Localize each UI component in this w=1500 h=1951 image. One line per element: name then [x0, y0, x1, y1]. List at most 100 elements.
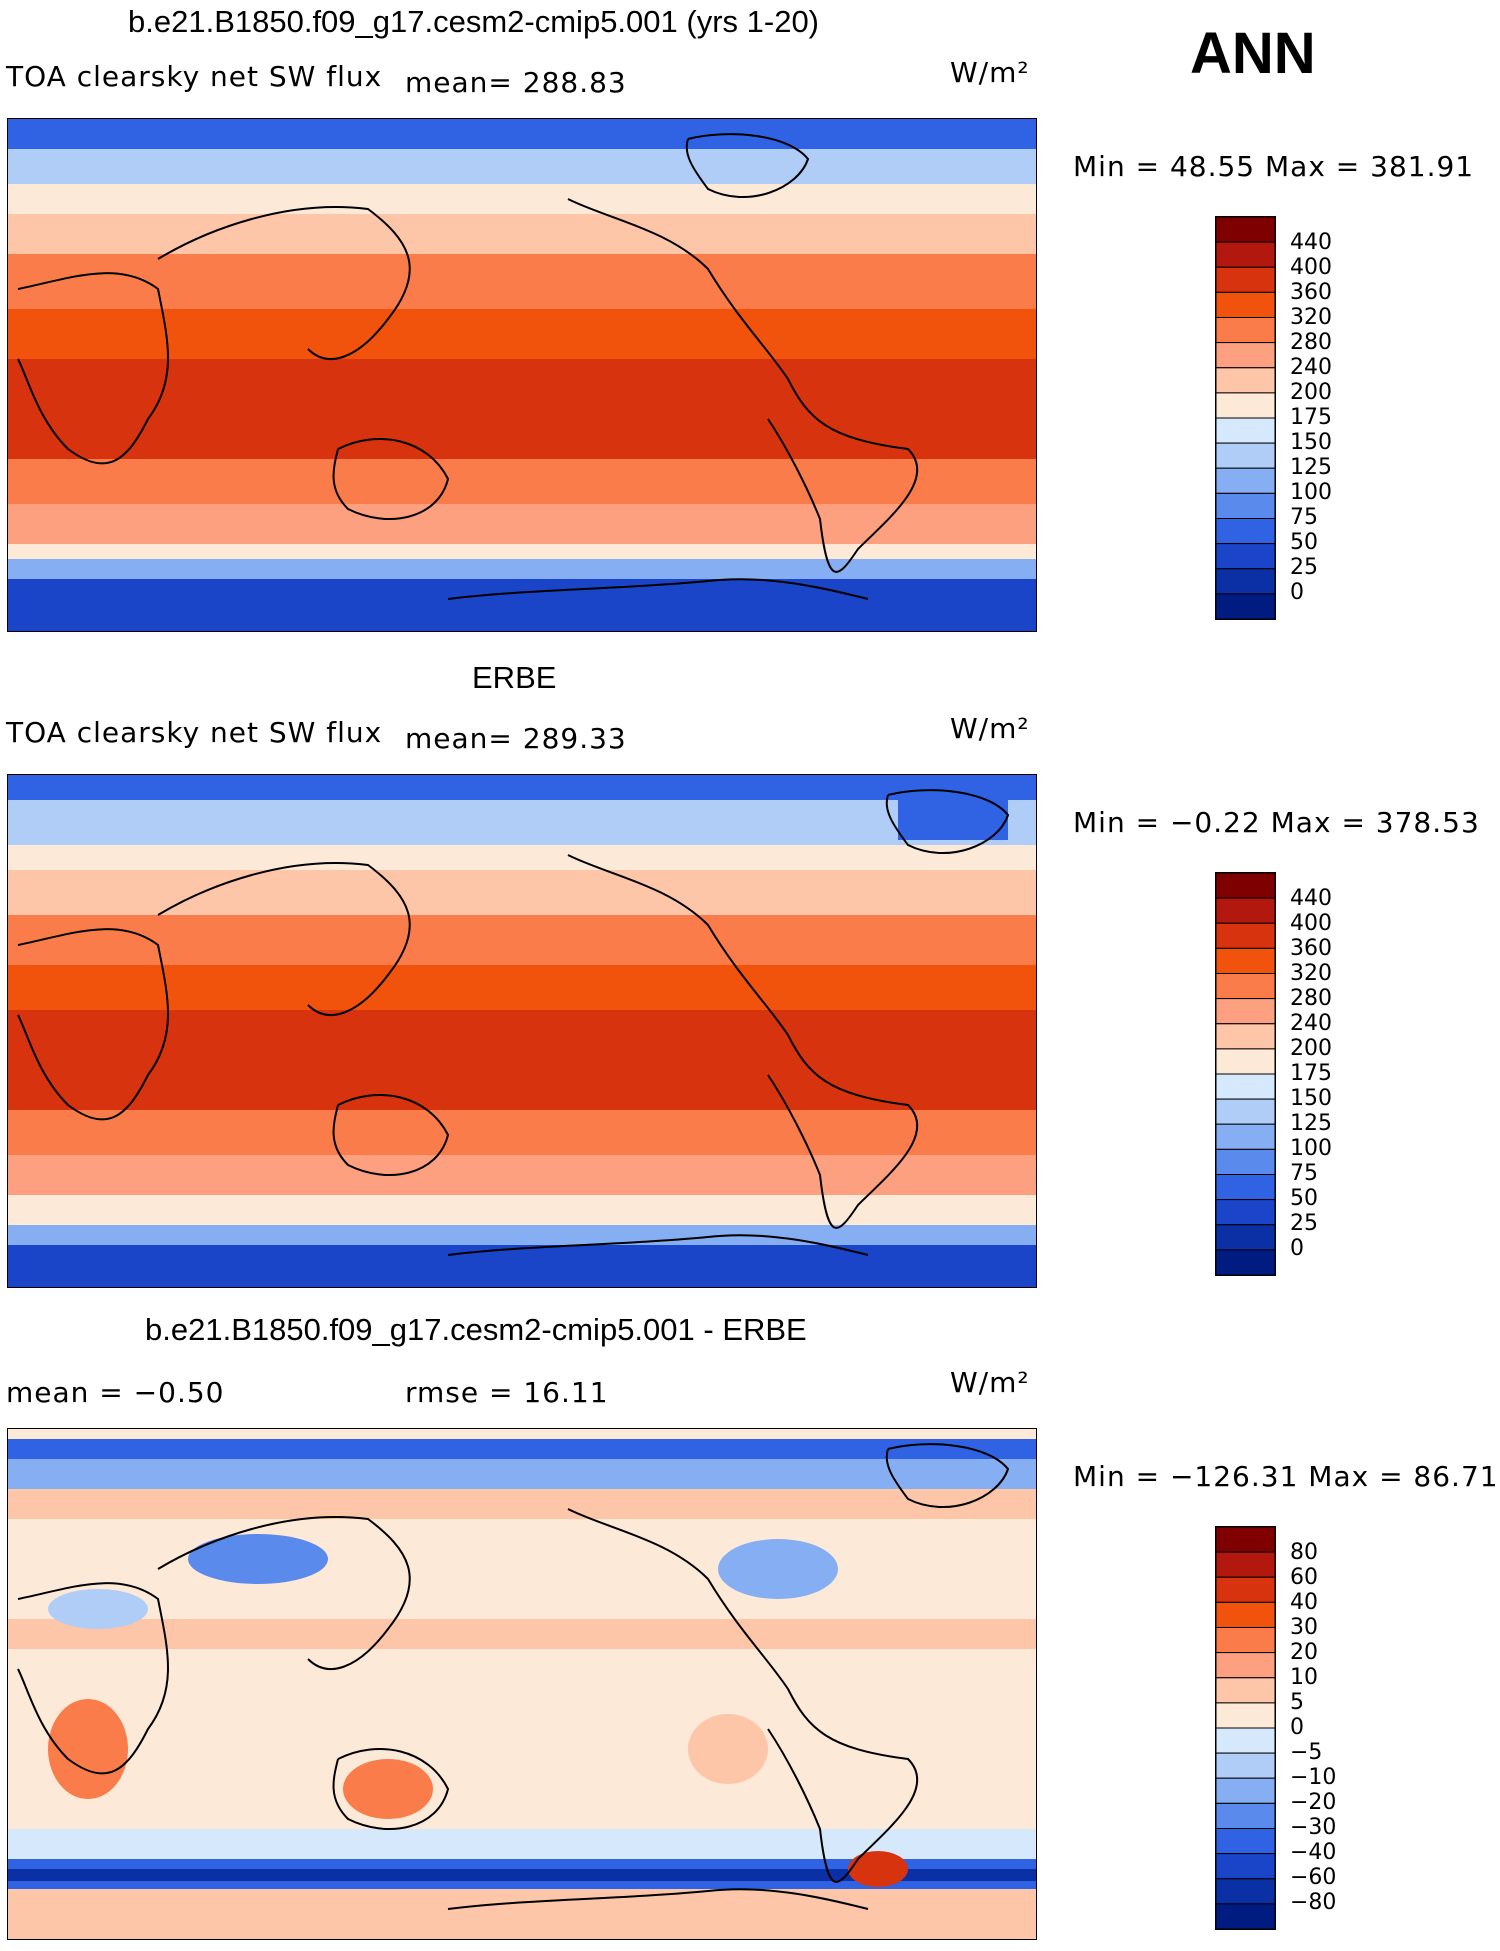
cbar-tick: 40	[1290, 1590, 1318, 1615]
panel3-minmax: Min = −126.31 Max = 86.71	[1073, 1460, 1499, 1493]
cbar-tick: 440	[1290, 886, 1332, 911]
panel3-colorbar	[1215, 1526, 1276, 1930]
band	[8, 504, 1036, 544]
coastline-antarctica	[447, 578, 869, 600]
coastline-africa-eurasia	[17, 1582, 169, 1775]
coastline-africa-eurasia	[17, 928, 169, 1121]
band	[8, 184, 1036, 214]
panel3-title: b.e21.B1850.f09_g17.cesm2-cmip5.001 - ER…	[145, 1312, 807, 1347]
panel2-title: ERBE	[472, 660, 557, 695]
coastline-antarctica	[447, 1888, 869, 1910]
coastline-antarctica	[447, 1234, 869, 1256]
cbar-tick: 150	[1290, 430, 1332, 455]
coastline-asia	[157, 862, 411, 1016]
panel1-minmax: Min = 48.55 Max = 381.91	[1073, 150, 1475, 183]
cbar-tick: 100	[1290, 480, 1332, 505]
cbar-tick: 25	[1290, 555, 1318, 580]
cbar-tick: 400	[1290, 911, 1332, 936]
panel3-units: W/m²	[950, 1366, 1030, 1399]
band	[8, 579, 1036, 631]
cbar-tick: −20	[1290, 1790, 1337, 1815]
cbar-segments	[1216, 217, 1275, 619]
coastline-asia	[157, 1516, 411, 1670]
cbar-tick: 150	[1290, 1086, 1332, 1111]
cbar-tick: −60	[1290, 1865, 1337, 1890]
cbar-tick: 240	[1290, 1011, 1332, 1036]
panel2-map	[7, 774, 1037, 1288]
band	[8, 1195, 1036, 1225]
cbar-tick: 360	[1290, 280, 1332, 305]
cbar-tick: −30	[1290, 1815, 1337, 1840]
band	[8, 1110, 1036, 1155]
coastline-australia	[332, 1748, 450, 1830]
cbar-tick: −80	[1290, 1890, 1337, 1915]
cbar-tick: 75	[1290, 1161, 1318, 1186]
coastline-australia	[332, 438, 450, 520]
band	[8, 775, 1036, 800]
band	[8, 915, 1036, 965]
band	[8, 149, 1036, 184]
coastline-africa-eurasia	[17, 272, 169, 465]
cbar-tick: 320	[1290, 961, 1332, 986]
panel1-units: W/m²	[950, 56, 1030, 89]
cbar-tick: 320	[1290, 305, 1332, 330]
panel1-map	[7, 118, 1037, 632]
cbar-segments	[1216, 873, 1275, 1275]
coastline-greenland	[685, 133, 810, 198]
panel2-variable: TOA clearsky net SW flux	[6, 716, 383, 749]
coastline-americas	[567, 854, 919, 1229]
cbar-tick: 60	[1290, 1565, 1318, 1590]
coastline-americas	[567, 1508, 919, 1883]
band	[8, 1889, 1036, 1939]
cbar-tick: −5	[1290, 1740, 1323, 1765]
band	[8, 870, 1036, 915]
band	[8, 800, 1036, 845]
band	[8, 1869, 1036, 1881]
band	[8, 1489, 1036, 1519]
anomaly-patches	[48, 1534, 908, 1887]
panel2-mean: mean= 289.33	[405, 722, 627, 755]
cbar-tick: 50	[1290, 530, 1318, 555]
cbar-segments	[1216, 1527, 1275, 1929]
cbar-tick: 0	[1290, 1715, 1304, 1740]
cbar-tick: −40	[1290, 1840, 1337, 1865]
cbar-tick: 125	[1290, 1111, 1332, 1136]
band	[8, 1619, 1036, 1649]
panel1-variable: TOA clearsky net SW flux	[6, 60, 383, 93]
band	[8, 965, 1036, 1010]
cbar-tick: 175	[1290, 405, 1332, 430]
band	[8, 359, 1036, 459]
patch-greenland	[898, 795, 1008, 840]
band	[8, 119, 1036, 149]
band	[8, 1459, 1036, 1489]
panel1-mean: mean= 288.83	[405, 66, 627, 99]
panel2-colorbar	[1215, 872, 1276, 1276]
cbar-tick: 80	[1290, 1540, 1318, 1565]
panel2-minmax: Min = −0.22 Max = 378.53	[1073, 806, 1480, 839]
panel3-map	[7, 1428, 1037, 1940]
panel3-rmse: rmse = 16.11	[405, 1376, 609, 1409]
cbar-tick: 20	[1290, 1640, 1318, 1665]
cbar-tick: −10	[1290, 1765, 1337, 1790]
cbar-tick: 280	[1290, 986, 1332, 1011]
cbar-tick: 5	[1290, 1690, 1304, 1715]
cbar-tick: 200	[1290, 380, 1332, 405]
cbar-tick: 75	[1290, 505, 1318, 530]
season-label: ANN	[1190, 21, 1316, 86]
band	[8, 1439, 1036, 1459]
panel1-colorbar	[1215, 216, 1276, 620]
cbar-tick: 200	[1290, 1036, 1332, 1061]
band	[8, 459, 1036, 504]
band	[8, 214, 1036, 254]
cbar-tick: 125	[1290, 455, 1332, 480]
band	[8, 1245, 1036, 1287]
coastline-greenland	[885, 1443, 1010, 1508]
coastline-americas	[567, 198, 919, 573]
panel3-mean: mean = −0.50	[6, 1376, 225, 1409]
cbar-tick: 280	[1290, 330, 1332, 355]
cbar-tick: 50	[1290, 1186, 1318, 1211]
panel2-units: W/m²	[950, 712, 1030, 745]
cbar-tick: 0	[1290, 580, 1304, 605]
band	[8, 309, 1036, 359]
cbar-tick: 360	[1290, 936, 1332, 961]
